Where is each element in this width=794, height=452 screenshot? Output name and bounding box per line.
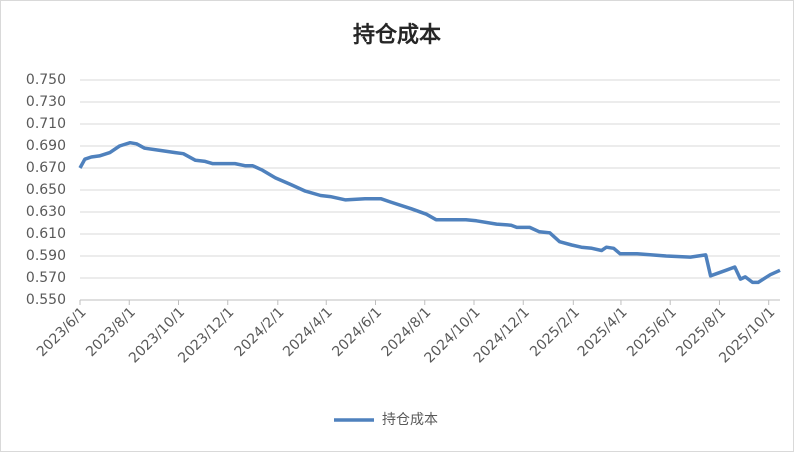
y-tick-label: 0.670: [26, 160, 66, 176]
series-line: [78, 140, 781, 285]
y-tick-label: 0.650: [26, 182, 66, 198]
y-tick-label: 0.750: [26, 72, 66, 88]
y-tick-label: 0.610: [26, 226, 66, 242]
y-tick-label: 0.730: [26, 94, 66, 110]
y-tick-label: 0.550: [26, 292, 66, 308]
y-tick-label: 0.590: [26, 248, 66, 264]
chart-title: 持仓成本: [353, 22, 441, 48]
y-tick-label: 0.630: [26, 204, 66, 220]
y-tick-label: 0.570: [26, 270, 66, 286]
legend-label: 持仓成本: [382, 412, 438, 428]
y-tick-label: 0.690: [26, 138, 66, 154]
y-tick-label: 0.710: [26, 116, 66, 132]
